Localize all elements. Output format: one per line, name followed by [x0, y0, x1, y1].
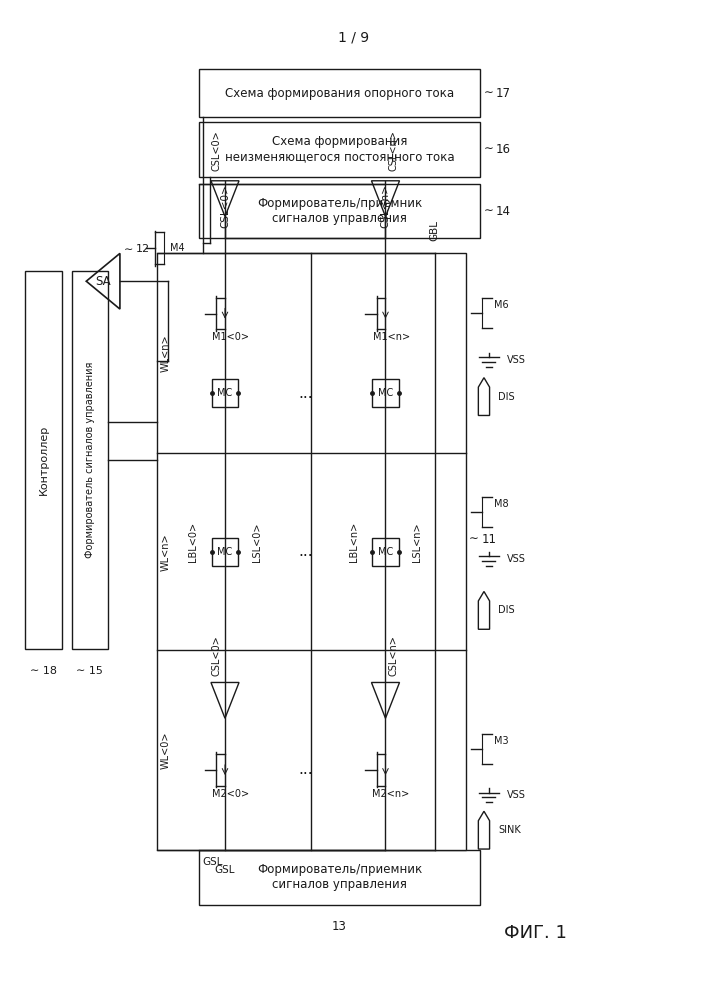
Text: M1<0>: M1<0>: [212, 332, 249, 342]
Text: Контроллер: Контроллер: [38, 425, 49, 495]
Text: M2<0>: M2<0>: [212, 789, 249, 799]
Text: 1 / 9: 1 / 9: [338, 31, 369, 45]
FancyBboxPatch shape: [157, 253, 466, 850]
Text: Формирователь сигналов управления: Формирователь сигналов управления: [85, 362, 95, 558]
Text: Схема формирования опорного тока: Схема формирования опорного тока: [225, 87, 454, 100]
Text: LSL<n>: LSL<n>: [412, 522, 422, 562]
Text: LSL<0>: LSL<0>: [252, 522, 262, 562]
Text: MC: MC: [378, 547, 393, 557]
Text: VSS: VSS: [506, 355, 525, 365]
Text: CSL<n>: CSL<n>: [389, 635, 399, 676]
Text: GSL: GSL: [215, 865, 235, 875]
FancyBboxPatch shape: [199, 69, 480, 117]
Text: SINK: SINK: [498, 825, 521, 835]
Text: M2<n>: M2<n>: [373, 789, 410, 799]
Text: ∼ 15: ∼ 15: [76, 666, 103, 676]
Text: GSL: GSL: [202, 857, 223, 867]
Text: DIS: DIS: [498, 605, 515, 615]
Text: WL<n>: WL<n>: [160, 533, 170, 571]
Text: ∼ 18: ∼ 18: [30, 666, 57, 676]
FancyBboxPatch shape: [25, 271, 62, 649]
Text: ...: ...: [298, 544, 312, 559]
Text: WL<n>: WL<n>: [160, 335, 170, 372]
Text: CSL<n>: CSL<n>: [380, 184, 390, 228]
Text: Формирователь/приемник
сигналов управления: Формирователь/приемник сигналов управлен…: [257, 863, 422, 891]
Text: ∼: ∼: [484, 87, 493, 100]
Text: ∼: ∼: [484, 143, 493, 156]
Text: CSL<0>: CSL<0>: [220, 184, 230, 228]
Text: ∼: ∼: [124, 244, 133, 254]
FancyBboxPatch shape: [372, 538, 399, 566]
Text: 17: 17: [496, 87, 511, 100]
Text: 11: 11: [482, 533, 497, 546]
Text: ...: ...: [298, 762, 312, 777]
Text: Формирователь/приемник
сигналов управления: Формирователь/приемник сигналов управлен…: [257, 197, 422, 225]
Text: 14: 14: [496, 205, 511, 218]
Text: WL<0>: WL<0>: [160, 731, 170, 769]
FancyBboxPatch shape: [199, 122, 480, 177]
Text: GBL: GBL: [430, 220, 440, 241]
Text: CSL<0>: CSL<0>: [211, 130, 221, 171]
FancyBboxPatch shape: [199, 184, 480, 238]
Text: MC: MC: [217, 547, 233, 557]
Text: ...: ...: [298, 386, 312, 401]
FancyBboxPatch shape: [211, 538, 238, 566]
Text: SA: SA: [95, 275, 111, 288]
Text: M8: M8: [493, 499, 508, 509]
Text: CSL<0>: CSL<0>: [211, 635, 221, 676]
Text: MC: MC: [378, 388, 393, 398]
Text: DIS: DIS: [498, 392, 515, 402]
Text: M3: M3: [493, 736, 508, 746]
Text: M6: M6: [493, 300, 508, 310]
Text: 12: 12: [136, 244, 150, 254]
Text: ФИГ. 1: ФИГ. 1: [504, 924, 567, 942]
FancyBboxPatch shape: [372, 379, 399, 407]
Text: VSS: VSS: [506, 554, 525, 564]
Text: VSS: VSS: [506, 790, 525, 800]
Text: ∼: ∼: [469, 533, 479, 546]
Text: 13: 13: [332, 920, 347, 933]
Text: Схема формирования
неизменяющегося постоянного тока: Схема формирования неизменяющегося посто…: [225, 135, 455, 163]
FancyBboxPatch shape: [211, 379, 238, 407]
FancyBboxPatch shape: [71, 271, 108, 649]
Text: MC: MC: [217, 388, 233, 398]
FancyBboxPatch shape: [199, 850, 480, 905]
Text: M1<n>: M1<n>: [373, 332, 409, 342]
Text: CSL<n>: CSL<n>: [389, 130, 399, 171]
Text: LBL<0>: LBL<0>: [189, 522, 199, 562]
Text: LBL<n>: LBL<n>: [349, 522, 359, 562]
Text: ∼: ∼: [484, 205, 493, 218]
Text: 16: 16: [496, 143, 511, 156]
Text: M4: M4: [170, 243, 185, 253]
